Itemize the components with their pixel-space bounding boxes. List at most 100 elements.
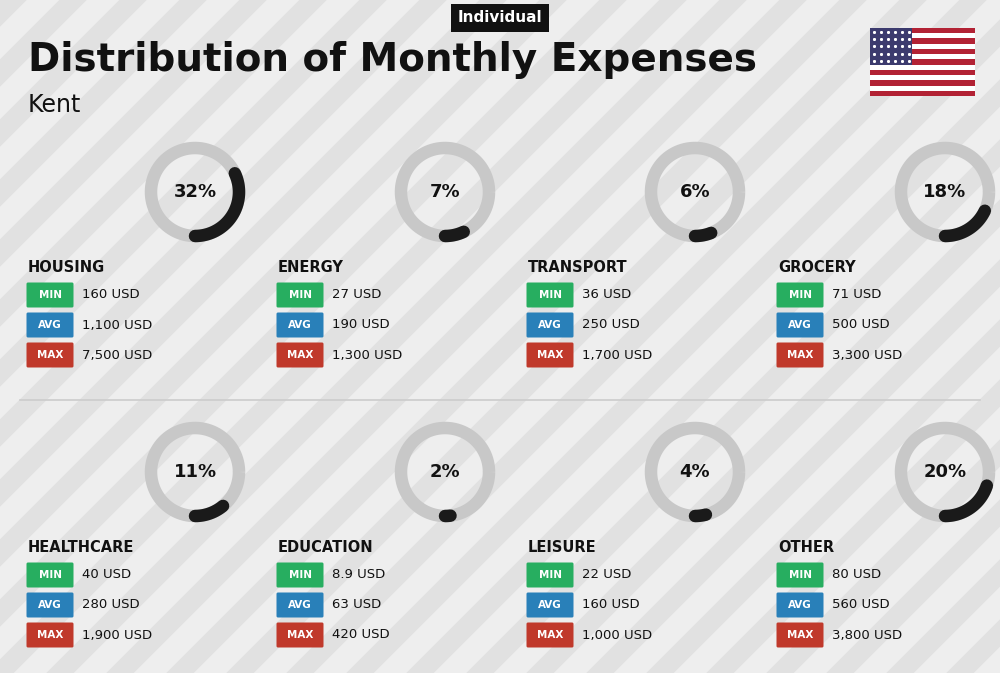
FancyBboxPatch shape: [776, 623, 824, 647]
Text: MIN: MIN: [288, 570, 312, 580]
FancyBboxPatch shape: [276, 283, 324, 308]
FancyBboxPatch shape: [26, 312, 74, 337]
Text: AVG: AVG: [38, 600, 62, 610]
Text: HEALTHCARE: HEALTHCARE: [28, 540, 134, 555]
Text: AVG: AVG: [788, 600, 812, 610]
Text: 1,900 USD: 1,900 USD: [82, 629, 152, 641]
Text: 190 USD: 190 USD: [332, 318, 390, 332]
Text: MIN: MIN: [788, 570, 812, 580]
Text: HOUSING: HOUSING: [28, 260, 105, 275]
FancyBboxPatch shape: [276, 623, 324, 647]
Text: AVG: AVG: [288, 320, 312, 330]
FancyBboxPatch shape: [870, 75, 975, 80]
FancyBboxPatch shape: [870, 49, 975, 54]
Text: 80 USD: 80 USD: [832, 569, 881, 581]
FancyBboxPatch shape: [776, 563, 824, 588]
Text: MIN: MIN: [38, 290, 62, 300]
Text: AVG: AVG: [538, 600, 562, 610]
Text: 32%: 32%: [173, 183, 217, 201]
Text: 160 USD: 160 USD: [582, 598, 640, 612]
Text: AVG: AVG: [538, 320, 562, 330]
FancyBboxPatch shape: [870, 54, 975, 59]
Text: 2%: 2%: [430, 463, 460, 481]
Text: 71 USD: 71 USD: [832, 289, 881, 302]
Text: MAX: MAX: [37, 350, 63, 360]
FancyBboxPatch shape: [26, 563, 74, 588]
Text: LEISURE: LEISURE: [528, 540, 597, 555]
Text: 1,100 USD: 1,100 USD: [82, 318, 152, 332]
Text: 1,700 USD: 1,700 USD: [582, 349, 652, 361]
Text: 7,500 USD: 7,500 USD: [82, 349, 152, 361]
Text: Individual: Individual: [458, 11, 542, 26]
Text: 160 USD: 160 USD: [82, 289, 140, 302]
Text: 3,800 USD: 3,800 USD: [832, 629, 902, 641]
Text: 11%: 11%: [173, 463, 217, 481]
Text: MIN: MIN: [538, 570, 562, 580]
Text: 63 USD: 63 USD: [332, 598, 381, 612]
FancyBboxPatch shape: [276, 592, 324, 618]
Text: 22 USD: 22 USD: [582, 569, 631, 581]
Text: MIN: MIN: [38, 570, 62, 580]
Text: MAX: MAX: [537, 350, 563, 360]
Text: 1,300 USD: 1,300 USD: [332, 349, 402, 361]
Text: 1,000 USD: 1,000 USD: [582, 629, 652, 641]
Text: MAX: MAX: [787, 350, 813, 360]
Text: 3,300 USD: 3,300 USD: [832, 349, 902, 361]
FancyBboxPatch shape: [776, 592, 824, 618]
FancyBboxPatch shape: [276, 563, 324, 588]
Text: 7%: 7%: [430, 183, 460, 201]
Text: Distribution of Monthly Expenses: Distribution of Monthly Expenses: [28, 41, 757, 79]
Text: 250 USD: 250 USD: [582, 318, 640, 332]
FancyBboxPatch shape: [870, 28, 975, 33]
FancyBboxPatch shape: [870, 85, 975, 91]
Text: 500 USD: 500 USD: [832, 318, 890, 332]
Text: 8.9 USD: 8.9 USD: [332, 569, 385, 581]
FancyBboxPatch shape: [276, 312, 324, 337]
FancyBboxPatch shape: [870, 91, 975, 96]
FancyBboxPatch shape: [870, 38, 975, 44]
FancyBboxPatch shape: [776, 283, 824, 308]
FancyBboxPatch shape: [26, 623, 74, 647]
Text: Kent: Kent: [28, 93, 81, 117]
FancyBboxPatch shape: [870, 70, 975, 75]
Text: MAX: MAX: [37, 630, 63, 640]
FancyBboxPatch shape: [870, 44, 975, 49]
Text: AVG: AVG: [288, 600, 312, 610]
FancyBboxPatch shape: [26, 283, 74, 308]
FancyBboxPatch shape: [776, 343, 824, 367]
Text: 40 USD: 40 USD: [82, 569, 131, 581]
FancyBboxPatch shape: [526, 592, 574, 618]
Text: TRANSPORT: TRANSPORT: [528, 260, 628, 275]
FancyBboxPatch shape: [870, 59, 975, 65]
FancyBboxPatch shape: [870, 28, 912, 65]
FancyBboxPatch shape: [526, 283, 574, 308]
Text: 6%: 6%: [680, 183, 710, 201]
Text: GROCERY: GROCERY: [778, 260, 856, 275]
Text: MAX: MAX: [287, 350, 313, 360]
FancyBboxPatch shape: [526, 312, 574, 337]
FancyBboxPatch shape: [526, 563, 574, 588]
FancyBboxPatch shape: [870, 65, 975, 70]
FancyBboxPatch shape: [870, 28, 975, 96]
Text: 4%: 4%: [680, 463, 710, 481]
Text: MIN: MIN: [788, 290, 812, 300]
FancyBboxPatch shape: [776, 312, 824, 337]
Text: 18%: 18%: [923, 183, 967, 201]
FancyBboxPatch shape: [870, 80, 975, 85]
Text: 20%: 20%: [923, 463, 967, 481]
Text: MIN: MIN: [288, 290, 312, 300]
Text: 36 USD: 36 USD: [582, 289, 631, 302]
Text: 280 USD: 280 USD: [82, 598, 140, 612]
FancyBboxPatch shape: [26, 343, 74, 367]
Text: MAX: MAX: [537, 630, 563, 640]
Text: MAX: MAX: [787, 630, 813, 640]
Text: 420 USD: 420 USD: [332, 629, 390, 641]
FancyBboxPatch shape: [276, 343, 324, 367]
FancyBboxPatch shape: [526, 343, 574, 367]
Text: 27 USD: 27 USD: [332, 289, 381, 302]
FancyBboxPatch shape: [26, 592, 74, 618]
FancyBboxPatch shape: [870, 33, 975, 38]
Text: OTHER: OTHER: [778, 540, 834, 555]
Text: MIN: MIN: [538, 290, 562, 300]
Text: AVG: AVG: [788, 320, 812, 330]
